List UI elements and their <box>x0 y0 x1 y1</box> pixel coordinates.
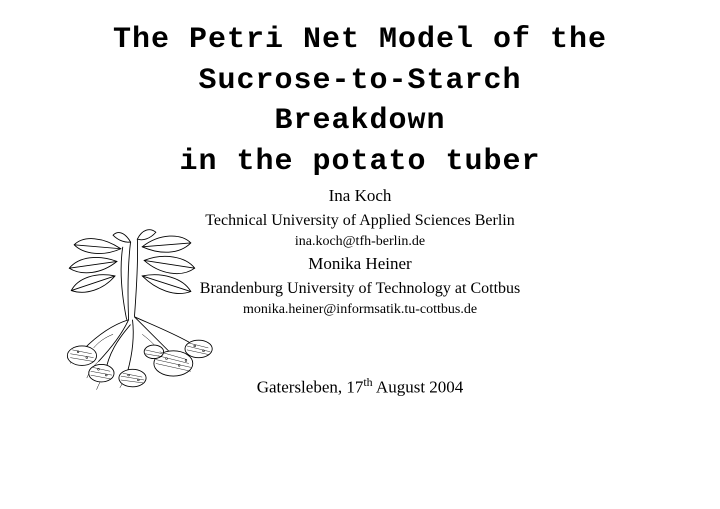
footer-rest: August 2004 <box>373 378 464 397</box>
footer-day: 17 <box>346 378 363 397</box>
title-line-4: in the potato tuber <box>30 142 690 183</box>
title-line-2: Sucrose-to-Starch <box>30 61 690 102</box>
footer-place: Gatersleben, <box>257 378 347 397</box>
title-line-3: Breakdown <box>30 101 690 142</box>
potato-plant-illustration <box>45 225 220 395</box>
plant-icon <box>45 225 220 395</box>
slide: The Petri Net Model of the Sucrose-to-St… <box>0 0 720 509</box>
author-name-1: Ina Koch <box>30 184 690 209</box>
title-line-1: The Petri Net Model of the <box>30 20 690 61</box>
footer-ordinal: th <box>363 375 372 389</box>
